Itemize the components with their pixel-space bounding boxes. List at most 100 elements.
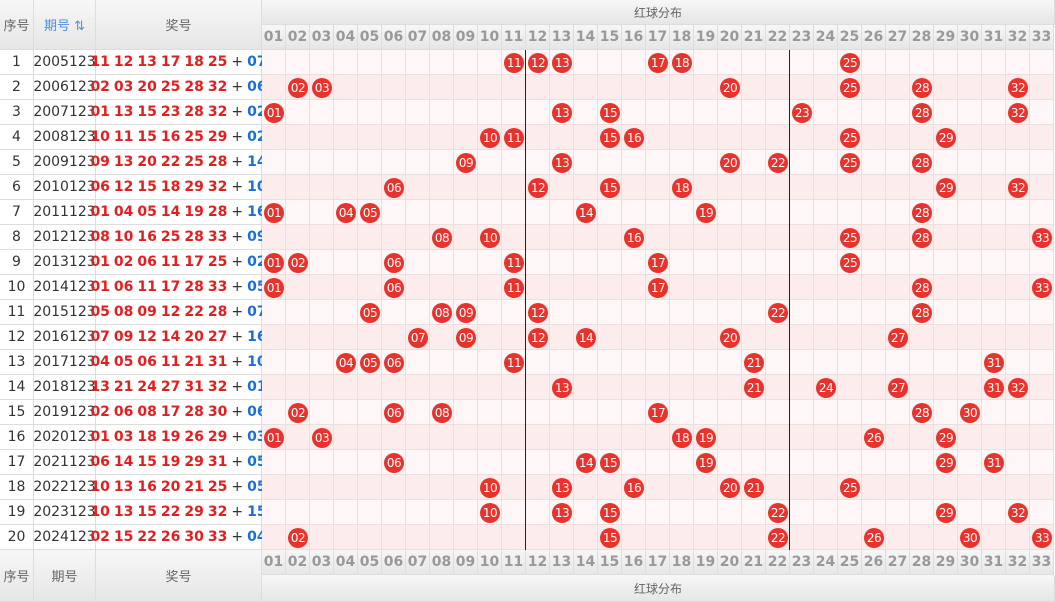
grid-cell — [886, 350, 910, 375]
issue: 2018123 — [33, 375, 96, 400]
grid-cell — [694, 250, 718, 275]
blue-number: 05 — [247, 479, 267, 495]
red-number: 22 — [184, 304, 204, 320]
grid-cell — [934, 200, 958, 225]
red-ball: 19 — [696, 202, 716, 223]
grid-cell — [454, 275, 478, 300]
grid-cell — [382, 300, 406, 325]
grid-cell — [454, 500, 478, 525]
column-number: 17 — [646, 25, 670, 50]
column-number: 16 — [622, 550, 646, 575]
red-ball: 03 — [312, 77, 332, 98]
red-number: 22 — [160, 154, 181, 170]
grid-cell — [310, 200, 334, 225]
grid-cell — [574, 375, 598, 400]
grid-cell — [982, 200, 1006, 225]
red-number: 33 — [207, 529, 228, 545]
grid-cell — [622, 175, 646, 200]
separator: + — [231, 479, 244, 495]
red-number: 17 — [184, 254, 204, 270]
row-index: 4 — [0, 125, 34, 150]
grid-cell — [310, 275, 334, 300]
grid-cell — [286, 475, 310, 500]
grid-cell — [694, 375, 718, 400]
grid-cell — [430, 350, 454, 375]
grid-cell — [910, 425, 934, 450]
red-number: 23 — [160, 104, 181, 120]
grid-cell — [790, 525, 814, 550]
red-number: 25 — [207, 479, 228, 495]
grid-cell — [694, 325, 718, 350]
red-ball: 02 — [288, 402, 308, 423]
grid-cell — [910, 175, 934, 200]
grid-cell — [526, 125, 550, 150]
red-ball: 26 — [864, 527, 884, 548]
grid-cell — [766, 200, 790, 225]
grid-cell — [982, 250, 1006, 275]
grid-cell — [286, 450, 310, 475]
column-number: 21 — [742, 25, 766, 50]
red-number: 02 — [90, 529, 110, 545]
grid-cell — [502, 175, 526, 200]
column-number: 33 — [1030, 25, 1054, 50]
blue-number: 02 — [247, 104, 267, 120]
grid-cell — [718, 250, 742, 275]
grid-cell — [886, 100, 910, 125]
red-number: 01 — [90, 279, 110, 295]
prize-numbers: 01 02 06 11 17 25 +02 — [90, 250, 267, 275]
separator: + — [231, 129, 244, 145]
red-ball: 31 — [984, 352, 1004, 373]
prize-numbers: 10 11 15 16 25 29 +02 — [90, 125, 267, 150]
grid-cell — [454, 400, 478, 425]
red-ball: 07 — [408, 327, 428, 348]
grid-cell — [886, 525, 910, 550]
grid-cell — [574, 300, 598, 325]
grid-cell — [814, 100, 838, 125]
red-number: 20 — [184, 329, 204, 345]
grid-cell — [958, 150, 982, 175]
separator: + — [231, 304, 244, 320]
row-index: 20 — [0, 525, 34, 550]
grid-cell — [406, 150, 430, 175]
grid-cell — [790, 400, 814, 425]
red-number: 01 — [90, 104, 110, 120]
grid-cell — [358, 175, 382, 200]
grid-cell — [958, 425, 982, 450]
grid-cell — [694, 175, 718, 200]
red-ball: 28 — [912, 277, 932, 298]
grid-cell — [1006, 425, 1030, 450]
grid-cell — [910, 250, 934, 275]
grid-cell — [622, 425, 646, 450]
grid-cell — [358, 250, 382, 275]
grid-cell — [502, 200, 526, 225]
grid-cell — [982, 500, 1006, 525]
grid-cell — [310, 500, 334, 525]
column-number: 29 — [934, 550, 958, 575]
red-ball: 32 — [1008, 177, 1028, 198]
red-number: 02 — [90, 79, 110, 95]
red-ball: 29 — [936, 177, 956, 198]
red-ball: 04 — [336, 202, 356, 223]
red-number: 13 — [113, 154, 134, 170]
grid-cell — [838, 175, 862, 200]
grid-cell — [670, 75, 694, 100]
grid-cell — [742, 425, 766, 450]
grid-cell — [670, 450, 694, 475]
grid-cell — [766, 400, 790, 425]
grid-cell — [382, 425, 406, 450]
grid-cell — [958, 350, 982, 375]
blue-number: 05 — [247, 454, 267, 470]
grid-cell — [310, 375, 334, 400]
red-number: 33 — [207, 279, 228, 295]
grid-cell — [886, 300, 910, 325]
grid-cell — [406, 450, 430, 475]
red-ball: 29 — [936, 452, 956, 473]
grid-cell — [1006, 250, 1030, 275]
grid-cell — [982, 275, 1006, 300]
red-number: 31 — [207, 354, 228, 370]
grid-cell — [526, 475, 550, 500]
grid-cell — [862, 100, 886, 125]
column-number: 22 — [766, 550, 790, 575]
prize-numbers: 01 06 11 17 28 33 +05 — [90, 275, 267, 300]
grid-cell — [934, 225, 958, 250]
